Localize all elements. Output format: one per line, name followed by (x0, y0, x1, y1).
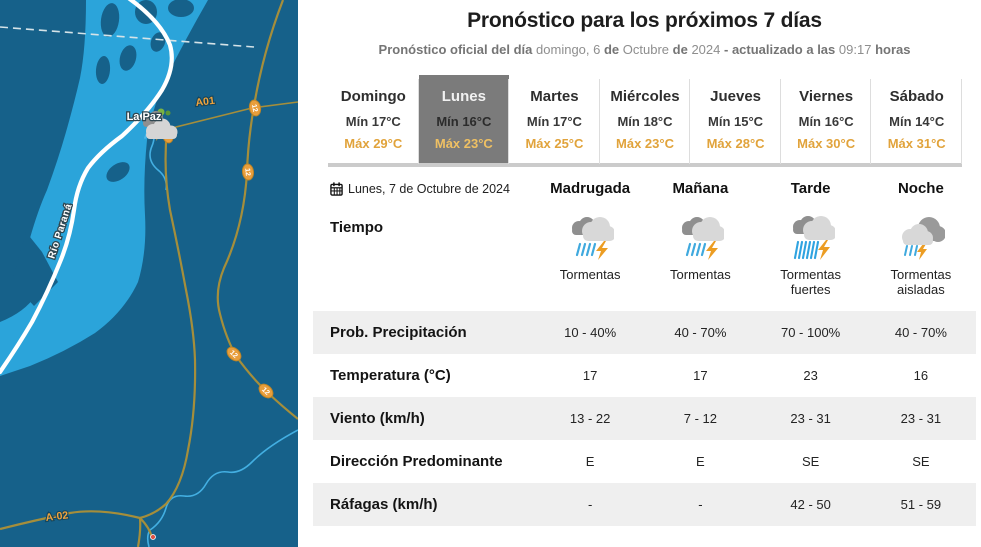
map-highway (0, 0, 174, 375)
subtitle-part: Pronóstico oficial del día (378, 42, 533, 57)
subtitle-part: domingo, 6 (536, 42, 601, 57)
map-city-label: La Paz (127, 111, 162, 123)
weather-icon-storm-heavy (756, 203, 866, 266)
table-row-viento: Viento (km/h) 13 - 22 7 - 12 23 - 31 23 … (313, 397, 976, 440)
map-boundary-dashes (0, 26, 255, 48)
tab-domingo[interactable]: Domingo Mín 17°C Máx 29°C (328, 75, 419, 167)
table-row-precipitacion: Prob. Precipitación 10 - 40% 40 - 70% 70… (313, 311, 976, 354)
condition-label: Tormentas (670, 267, 731, 282)
period-madrugada: Madrugada (550, 180, 631, 197)
route-shield-12: 12 (248, 99, 262, 117)
tab-viernes[interactable]: Viernes Mín 16°C Máx 30°C (780, 75, 872, 167)
weather-icon-storm (535, 203, 645, 266)
subtitle-part: horas (875, 42, 911, 57)
location-map[interactable]: 12 12 12 12 6 (0, 0, 298, 547)
map-city-storm-icon[interactable] (143, 108, 178, 142)
tiempo-label: Tiempo (330, 219, 384, 236)
subtitle-part: de (603, 42, 620, 57)
subtitle-part: Octubre (622, 42, 670, 57)
map-islands (12, 0, 194, 306)
subtitle: Pronóstico oficial del día domingo, 6 de… (313, 42, 976, 58)
selected-date-text: Lunes, 7 de Octubre de 2024 (348, 181, 510, 196)
map-route-a02-label: A-02 (45, 509, 69, 524)
page-title: Pronóstico para los próximos 7 días (467, 9, 822, 32)
tab-miercoles[interactable]: Miércoles Mín 18°C Máx 23°C (599, 75, 691, 167)
route-shield-12: 12 (226, 346, 242, 362)
calendar-icon (330, 181, 343, 196)
poi-marker (150, 534, 156, 540)
period-tarde: Tarde (790, 180, 831, 197)
period-manana: Mañana (672, 180, 729, 197)
forecast-panel: Pronóstico para los próximos 7 días Pron… (298, 0, 981, 547)
condition-cell: Tormentas fuertes (756, 203, 866, 303)
condition-cell: Tormentas aisladas (866, 203, 976, 303)
condition-label: Tormentas aisladas (890, 267, 952, 297)
forecast-table: Prob. Precipitación 10 - 40% 40 - 70% 70… (313, 311, 976, 526)
condition-label: Tormentas fuertes (780, 267, 841, 297)
tab-sabado[interactable]: Sábado Mín 14°C Máx 31°C (871, 75, 962, 167)
subtitle-part: 2024 (691, 42, 721, 57)
condition-cell: Tormentas (535, 203, 645, 303)
table-row-temperatura: Temperatura (°C) 17 17 23 16 (330, 367, 929, 384)
table-row-direccion: Dirección Predominante E E SE SE (330, 453, 930, 470)
svg-text:12: 12 (243, 168, 251, 177)
route-shield-12: 12 (241, 163, 255, 181)
condition-label: Tormentas (559, 267, 621, 282)
map-route-a01-label: A01 (195, 95, 216, 109)
route-shield-12: 12 (258, 383, 274, 399)
svg-text:12: 12 (250, 104, 258, 113)
selected-date: Lunes, 7 de Octubre de 2024 (313, 182, 535, 196)
svg-text:12: 12 (228, 349, 239, 360)
period-header-row: Lunes, 7 de Octubre de 2024 Madrugada Ma… (313, 180, 976, 197)
condition-cell: Tormentas (645, 203, 755, 303)
tab-martes[interactable]: Martes Mín 17°C Máx 25°C (509, 75, 600, 167)
svg-text:12: 12 (260, 386, 271, 397)
subtitle-part: 09:17 (838, 42, 872, 57)
tab-jueves[interactable]: Jueves Mín 15°C Máx 28°C (690, 75, 781, 167)
subtitle-part: de (672, 42, 688, 57)
subtitle-part: - actualizado a las (724, 42, 836, 57)
weather-icon-storm-isolated (866, 203, 976, 266)
day-tabs: Domingo Mín 17°C Máx 29°C Lunes Mín 16°C… (328, 75, 962, 167)
tab-lunes[interactable]: Lunes Mín 16°C Máx 23°C (418, 75, 510, 167)
tiempo-row: Tiempo Tormentas Tormentas Torme (313, 203, 976, 303)
weather-icon-storm (645, 203, 755, 266)
table-row-rafagas: Ráfagas (km/h) - - 42 - 50 51 - 59 (313, 483, 976, 526)
period-noche: Noche (897, 180, 944, 197)
